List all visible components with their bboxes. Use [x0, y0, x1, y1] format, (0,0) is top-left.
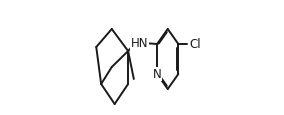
- Text: HN: HN: [131, 37, 148, 50]
- Text: N: N: [153, 68, 162, 81]
- Text: Cl: Cl: [189, 38, 201, 51]
